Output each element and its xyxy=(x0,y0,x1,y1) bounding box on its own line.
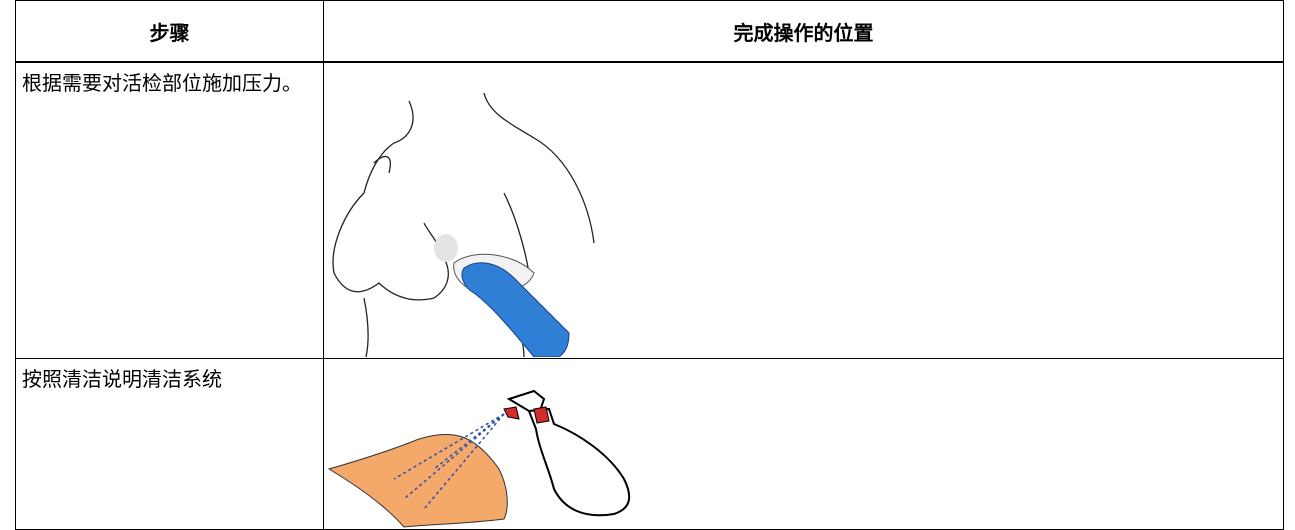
image-cell xyxy=(323,61,1284,359)
steps-table: 步骤 完成操作的位置 根据需要对活检部位施加压力。 按照清洁说明清洁系统 xyxy=(15,0,1284,530)
page: 步骤 完成操作的位置 根据需要对活检部位施加压力。 按照清洁说明清洁系统 xyxy=(15,0,1284,530)
header-cell: 完成操作的位置 xyxy=(323,0,1284,63)
header-cell: 步骤 xyxy=(15,0,324,63)
step-cell: 按照清洁说明清洁系统 xyxy=(15,357,324,530)
biopsy-pressure-illustration xyxy=(332,92,595,357)
cleaning-illustration xyxy=(327,389,631,528)
step-cell: 根据需要对活检部位施加压力。 xyxy=(15,61,324,359)
image-cell xyxy=(323,357,1284,530)
